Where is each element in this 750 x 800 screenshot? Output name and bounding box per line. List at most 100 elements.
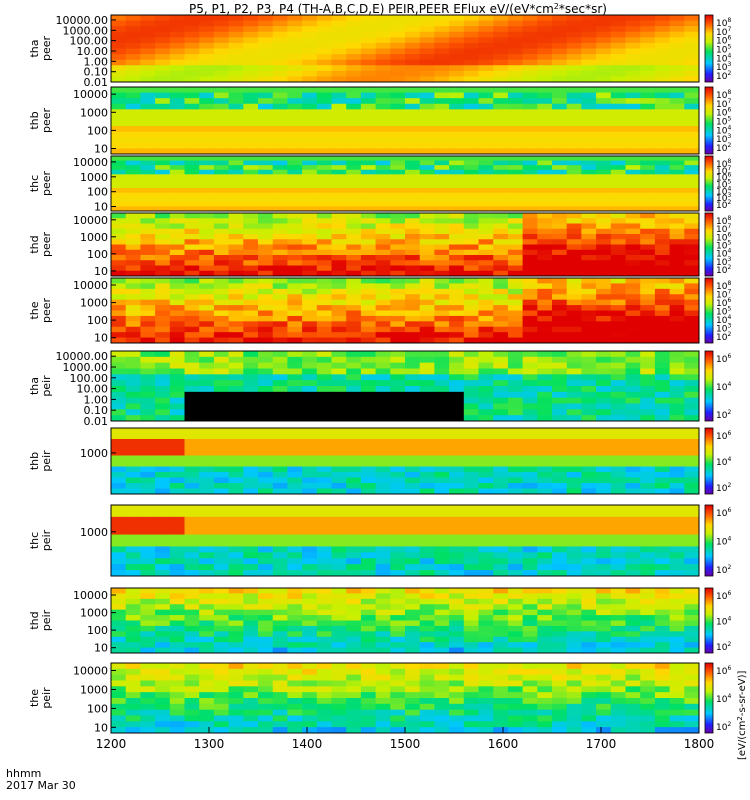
heatmap-cell <box>287 54 303 61</box>
heatmap-cell <box>243 488 259 495</box>
heatmap-cell <box>610 223 626 230</box>
heatmap-cell <box>111 356 127 364</box>
heatmap-cell <box>449 604 465 611</box>
heatmap-cell <box>419 188 435 194</box>
heatmap-cell <box>610 593 626 600</box>
heatmap-cell <box>625 380 641 387</box>
heatmap-cell <box>419 178 435 184</box>
heatmap-cell <box>654 540 670 547</box>
heatmap-cell <box>684 59 700 66</box>
heatmap-cell <box>155 244 171 251</box>
heatmap-cell <box>213 37 229 44</box>
heatmap-cell <box>654 516 670 524</box>
heatmap-cell <box>654 620 670 627</box>
heatmap-cell <box>640 183 656 189</box>
heatmap-cell <box>169 223 185 230</box>
heatmap-cell <box>155 109 171 116</box>
heatmap-cell <box>405 598 421 605</box>
heatmap-cell <box>684 439 700 445</box>
heatmap-cell <box>434 137 450 144</box>
heatmap-cell <box>184 103 200 110</box>
heatmap-cell <box>228 294 244 301</box>
heatmap-cell <box>684 218 700 224</box>
heatmap-cell <box>610 647 626 654</box>
heatmap-cell <box>596 698 612 705</box>
heatmap-cell <box>537 397 553 404</box>
heatmap-cell <box>375 87 391 93</box>
heatmap-cell <box>331 455 347 462</box>
heatmap-cell <box>463 609 479 616</box>
heatmap-cell <box>669 721 685 728</box>
heatmap-cell <box>493 510 509 518</box>
spectrogram-panels: 10000.001000.00100.0010.001.000.100.01th… <box>28 14 731 734</box>
heatmap-cell <box>596 631 612 638</box>
heatmap-cell <box>537 483 553 489</box>
heatmap-cell <box>375 218 391 224</box>
heatmap-cell <box>155 54 171 61</box>
heatmap-cell <box>140 165 156 171</box>
heatmap-cell <box>346 332 362 338</box>
heatmap-cell <box>125 546 141 553</box>
heatmap-cell <box>125 70 141 77</box>
heatmap-cell <box>346 534 362 541</box>
heatmap-cell <box>287 26 303 33</box>
heatmap-cell <box>684 183 700 189</box>
heatmap-cell <box>360 260 376 266</box>
heatmap-cell <box>155 415 171 422</box>
heatmap-cell <box>287 213 303 219</box>
heatmap-cell <box>199 188 215 194</box>
heatmap-cell <box>625 206 641 212</box>
heatmap-cell <box>493 680 509 687</box>
heatmap-cell <box>684 48 700 55</box>
heatmap-cell <box>419 631 435 638</box>
heatmap-cell <box>654 534 670 541</box>
heatmap-cell <box>346 522 362 530</box>
heatmap-cell <box>581 126 597 133</box>
heatmap-cell <box>405 721 421 728</box>
heatmap-cell <box>272 37 288 44</box>
heatmap-cell <box>669 70 685 77</box>
heatmap-cell <box>463 461 479 467</box>
heatmap-cell <box>316 356 332 364</box>
heatmap-cell <box>346 516 362 524</box>
heatmap-cell <box>478 461 494 467</box>
heatmap-cell <box>493 169 509 175</box>
heatmap-cell <box>463 321 479 328</box>
heatmap-cell <box>258 206 274 212</box>
heatmap-cell <box>478 142 494 149</box>
heatmap-cell <box>669 631 685 638</box>
heatmap-cell <box>463 642 479 648</box>
heatmap-cell <box>375 444 391 451</box>
heatmap-cell <box>316 174 332 180</box>
heatmap-cell <box>625 234 641 240</box>
heatmap-cell <box>360 15 376 21</box>
heatmap-cell <box>243 564 259 571</box>
heatmap-cell <box>316 326 332 333</box>
heatmap-cell <box>463 265 479 272</box>
heatmap-cell <box>669 114 685 121</box>
heatmap-cell <box>140 337 156 344</box>
heatmap-cell <box>228 48 244 55</box>
heatmap-cell <box>375 114 391 121</box>
heatmap-cell <box>258 31 274 38</box>
heatmap-cell <box>302 299 318 306</box>
heatmap-cell <box>610 178 626 184</box>
heatmap-cell <box>581 604 597 611</box>
heatmap-cell <box>669 201 685 207</box>
heatmap-cell <box>478 546 494 553</box>
heatmap-cell <box>360 642 376 648</box>
heatmap-cell <box>199 647 215 654</box>
heatmap-cell <box>596 299 612 306</box>
heatmap-cell <box>360 169 376 175</box>
heatmap-cell <box>566 636 582 643</box>
heatmap-cell <box>331 351 347 358</box>
heatmap-cell <box>449 534 465 541</box>
heatmap-cell <box>140 197 156 203</box>
heatmap-cell <box>493 546 509 553</box>
heatmap-cell <box>419 244 435 251</box>
heatmap-cell <box>449 197 465 203</box>
heatmap-cell <box>552 528 568 535</box>
heatmap-cell <box>213 188 229 194</box>
heatmap-cell <box>243 721 259 728</box>
